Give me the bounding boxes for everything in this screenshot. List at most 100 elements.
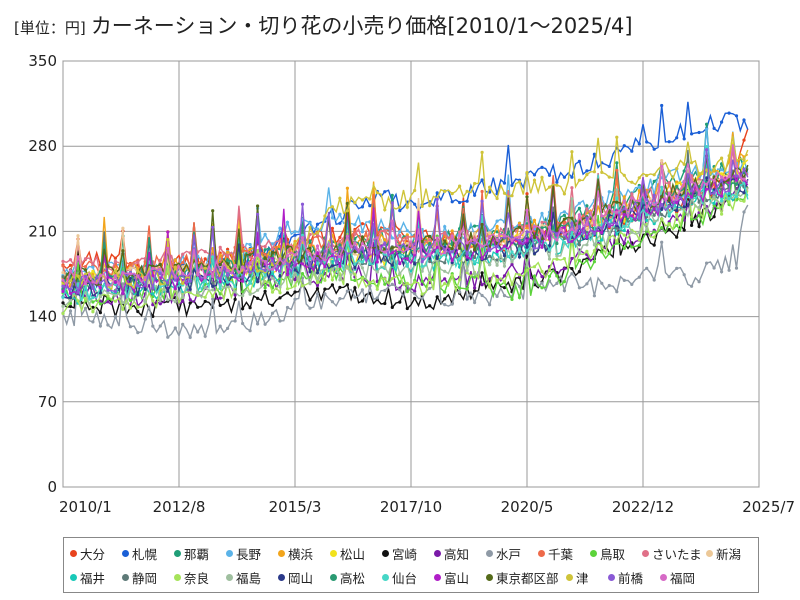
series-point [517,255,522,259]
series-point [420,292,424,296]
series-point [143,287,147,291]
series-point [720,168,724,172]
series-point [727,268,731,272]
series-point [61,259,65,263]
series-point [353,278,357,282]
legend-marker [608,573,615,581]
series-point [270,272,275,276]
series-point [727,191,731,195]
series-point [577,232,582,236]
series-point [675,184,679,189]
series-point [345,252,349,256]
series-point [270,276,275,280]
series-point [338,212,342,216]
series-point [600,231,604,235]
series-point [577,178,582,182]
series-point [473,300,477,305]
series-point [525,208,529,212]
series-point [720,194,724,198]
series-point [345,209,349,213]
series-point [308,221,312,225]
series-point [383,301,387,306]
legend-item: 大分 [70,544,122,563]
series-point [390,276,394,281]
series-point [248,306,252,310]
series-point [308,270,312,274]
series-point [742,161,746,165]
series-point [91,310,95,314]
series-point [83,257,88,261]
series-point [675,180,679,184]
x-tick-label: 2015/3 [269,498,322,516]
chart-main-title: カーネーション・切り花の小売り価格[2010/1～2025/4] [90,14,633,38]
series-point [76,299,80,303]
series-point [218,276,222,280]
series-point [76,255,80,259]
series-point [383,258,387,262]
series-point [577,286,582,290]
series-point [98,295,102,299]
series-point [390,219,394,223]
series-point [615,200,619,204]
series-point [166,289,170,293]
series-point [338,240,342,244]
series-point [458,184,462,188]
series-point [338,285,342,289]
series-point [315,287,320,291]
series-point [338,255,342,259]
series-point [390,251,394,255]
series-point [622,199,626,203]
series-point [562,257,567,261]
series-point [570,256,574,261]
series-point [555,281,559,285]
y-tick-label: 350 [28,52,57,70]
series-point [241,290,245,294]
series-point [241,279,245,283]
series-point [211,225,215,229]
series-point [293,297,297,301]
series-point [675,200,679,205]
series-point [540,211,544,216]
series-point [83,291,88,295]
series-point [203,266,207,270]
series-point [742,158,746,162]
series-point [278,319,282,323]
series-point [682,273,686,277]
series-point [630,192,634,196]
series-point [270,290,275,294]
series-point [705,148,709,152]
legend-marker [538,549,545,557]
series-point [353,223,357,227]
series-point [375,236,379,240]
series-point [480,189,484,194]
series-point [502,244,507,248]
series-point [241,275,245,279]
series-line [62,149,749,295]
series-point [143,257,147,261]
legend-marker [226,549,233,557]
series-point [121,226,125,230]
series-point [637,275,641,279]
series-point [413,262,417,266]
series-point [450,234,454,238]
series-point [61,304,65,308]
series-point [256,322,260,326]
series-point [667,198,671,202]
series-point [450,229,454,233]
series-point [211,274,215,278]
series-point [68,263,73,267]
series-point [495,278,499,282]
series-point [592,294,597,298]
series-point [368,281,372,285]
series-point [330,268,334,272]
series-point [263,268,267,272]
series-point [76,274,80,278]
series-point [330,205,334,209]
series-point [151,299,155,303]
series-point [196,330,200,334]
series-point [443,261,447,265]
series-point [660,217,664,221]
series-point [622,224,626,228]
series-point [645,209,649,213]
series-point [345,289,349,293]
